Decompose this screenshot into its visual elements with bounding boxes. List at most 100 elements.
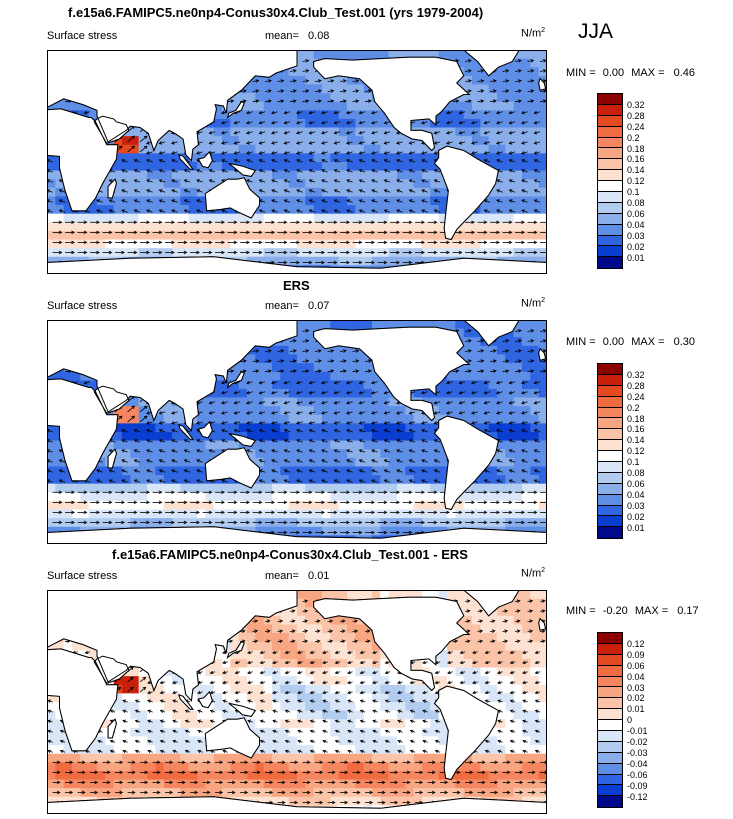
field-cell (397, 213, 406, 223)
field-cell (472, 518, 481, 528)
field-cell (505, 371, 514, 381)
wind-arrow (515, 60, 522, 62)
field-cell (147, 414, 156, 424)
wind-arrow-head (458, 230, 463, 235)
field-cell (538, 230, 547, 240)
wind-arrow-head (505, 79, 510, 83)
field-cell (363, 432, 373, 441)
wind-arrow-head (480, 69, 485, 73)
field-cell (255, 406, 264, 416)
field-cell (388, 509, 398, 519)
wind-arrow (296, 199, 303, 203)
wind-arrow-head (346, 179, 350, 183)
field-cell (305, 110, 314, 120)
wind-arrow (484, 209, 491, 213)
wind-arrow (409, 199, 416, 203)
field-cell (263, 230, 273, 240)
field-cell (213, 110, 223, 120)
field-cell (472, 67, 481, 77)
field-cell (113, 492, 123, 502)
wind-arrow (246, 151, 253, 154)
wind-arrow (327, 90, 334, 92)
wind-arrow (484, 199, 491, 203)
wind-arrow-head (433, 169, 438, 173)
field-cell (497, 500, 506, 510)
field-cell (180, 205, 189, 214)
field-cell (438, 483, 448, 493)
field-cell (313, 414, 323, 424)
field-cell (247, 363, 256, 372)
wind-arrow (271, 159, 278, 163)
field-cell (363, 423, 373, 433)
field-cell (472, 118, 481, 128)
wind-arrow-head (58, 189, 63, 193)
wind-arrow (509, 151, 516, 154)
field-cell (347, 170, 356, 180)
wind-arrow-head (333, 250, 338, 255)
wind-arrow-head (283, 169, 288, 173)
field-cell (513, 75, 523, 85)
wind-arrow-head (496, 230, 500, 235)
wind-arrow-head (346, 230, 350, 235)
field-cell (230, 423, 239, 433)
field-cell (530, 432, 539, 441)
field-cell (263, 239, 273, 249)
wind-arrow (171, 179, 178, 183)
field-cell (305, 432, 314, 441)
field-cell (488, 380, 498, 390)
wind-arrow-head (521, 209, 525, 213)
field-cell (447, 110, 456, 120)
wind-arrow-head (508, 141, 513, 145)
field-cell (172, 483, 181, 493)
wind-arrow (246, 179, 253, 183)
field-cell (213, 509, 223, 519)
field-cell (405, 162, 414, 171)
wind-arrow (509, 121, 516, 124)
wind-arrow-head (342, 89, 347, 93)
wind-arrow-head (496, 131, 500, 135)
field-cell (105, 475, 114, 484)
field-cell (263, 162, 273, 171)
field-cell (305, 187, 314, 197)
field-cell (372, 118, 381, 128)
wind-arrow-head (408, 151, 413, 155)
wind-arrow-head (233, 141, 238, 145)
field-cell (122, 500, 131, 510)
field-cell (322, 320, 331, 329)
wind-arrow (334, 131, 341, 134)
field-cell (263, 354, 273, 364)
field-cell (405, 483, 414, 493)
wind-arrow-head (530, 329, 535, 333)
field-cell (280, 500, 289, 510)
wind-arrow-head (230, 99, 235, 103)
wind-arrow-head (171, 199, 175, 203)
field-cell (530, 205, 539, 214)
field-cell (313, 380, 323, 390)
field-cell (230, 380, 239, 390)
field-cell (305, 93, 314, 102)
wind-arrow-head (346, 159, 350, 163)
field-cell (305, 354, 314, 364)
field-cell (347, 414, 356, 424)
field-cell (413, 483, 423, 493)
wind-arrow-head (355, 79, 360, 83)
field-cell (113, 187, 123, 197)
wind-arrow-head (421, 179, 425, 183)
wind-arrow (252, 100, 259, 103)
field-cell (430, 187, 439, 197)
wind-arrow-head (196, 240, 200, 245)
field-cell (47, 526, 56, 536)
field-cell (255, 162, 264, 171)
field-cell (530, 423, 539, 433)
wind-arrow-head (246, 110, 250, 115)
wind-arrow-head (47, 159, 50, 163)
wind-arrow-head (533, 220, 538, 225)
field-cell (413, 457, 423, 467)
wind-arrow-head (371, 159, 375, 163)
field-cell (297, 230, 306, 240)
wind-arrow (259, 169, 266, 173)
field-cell (405, 230, 414, 240)
field-cell (355, 110, 364, 120)
field-cell (430, 432, 439, 441)
field-cell (80, 110, 89, 120)
